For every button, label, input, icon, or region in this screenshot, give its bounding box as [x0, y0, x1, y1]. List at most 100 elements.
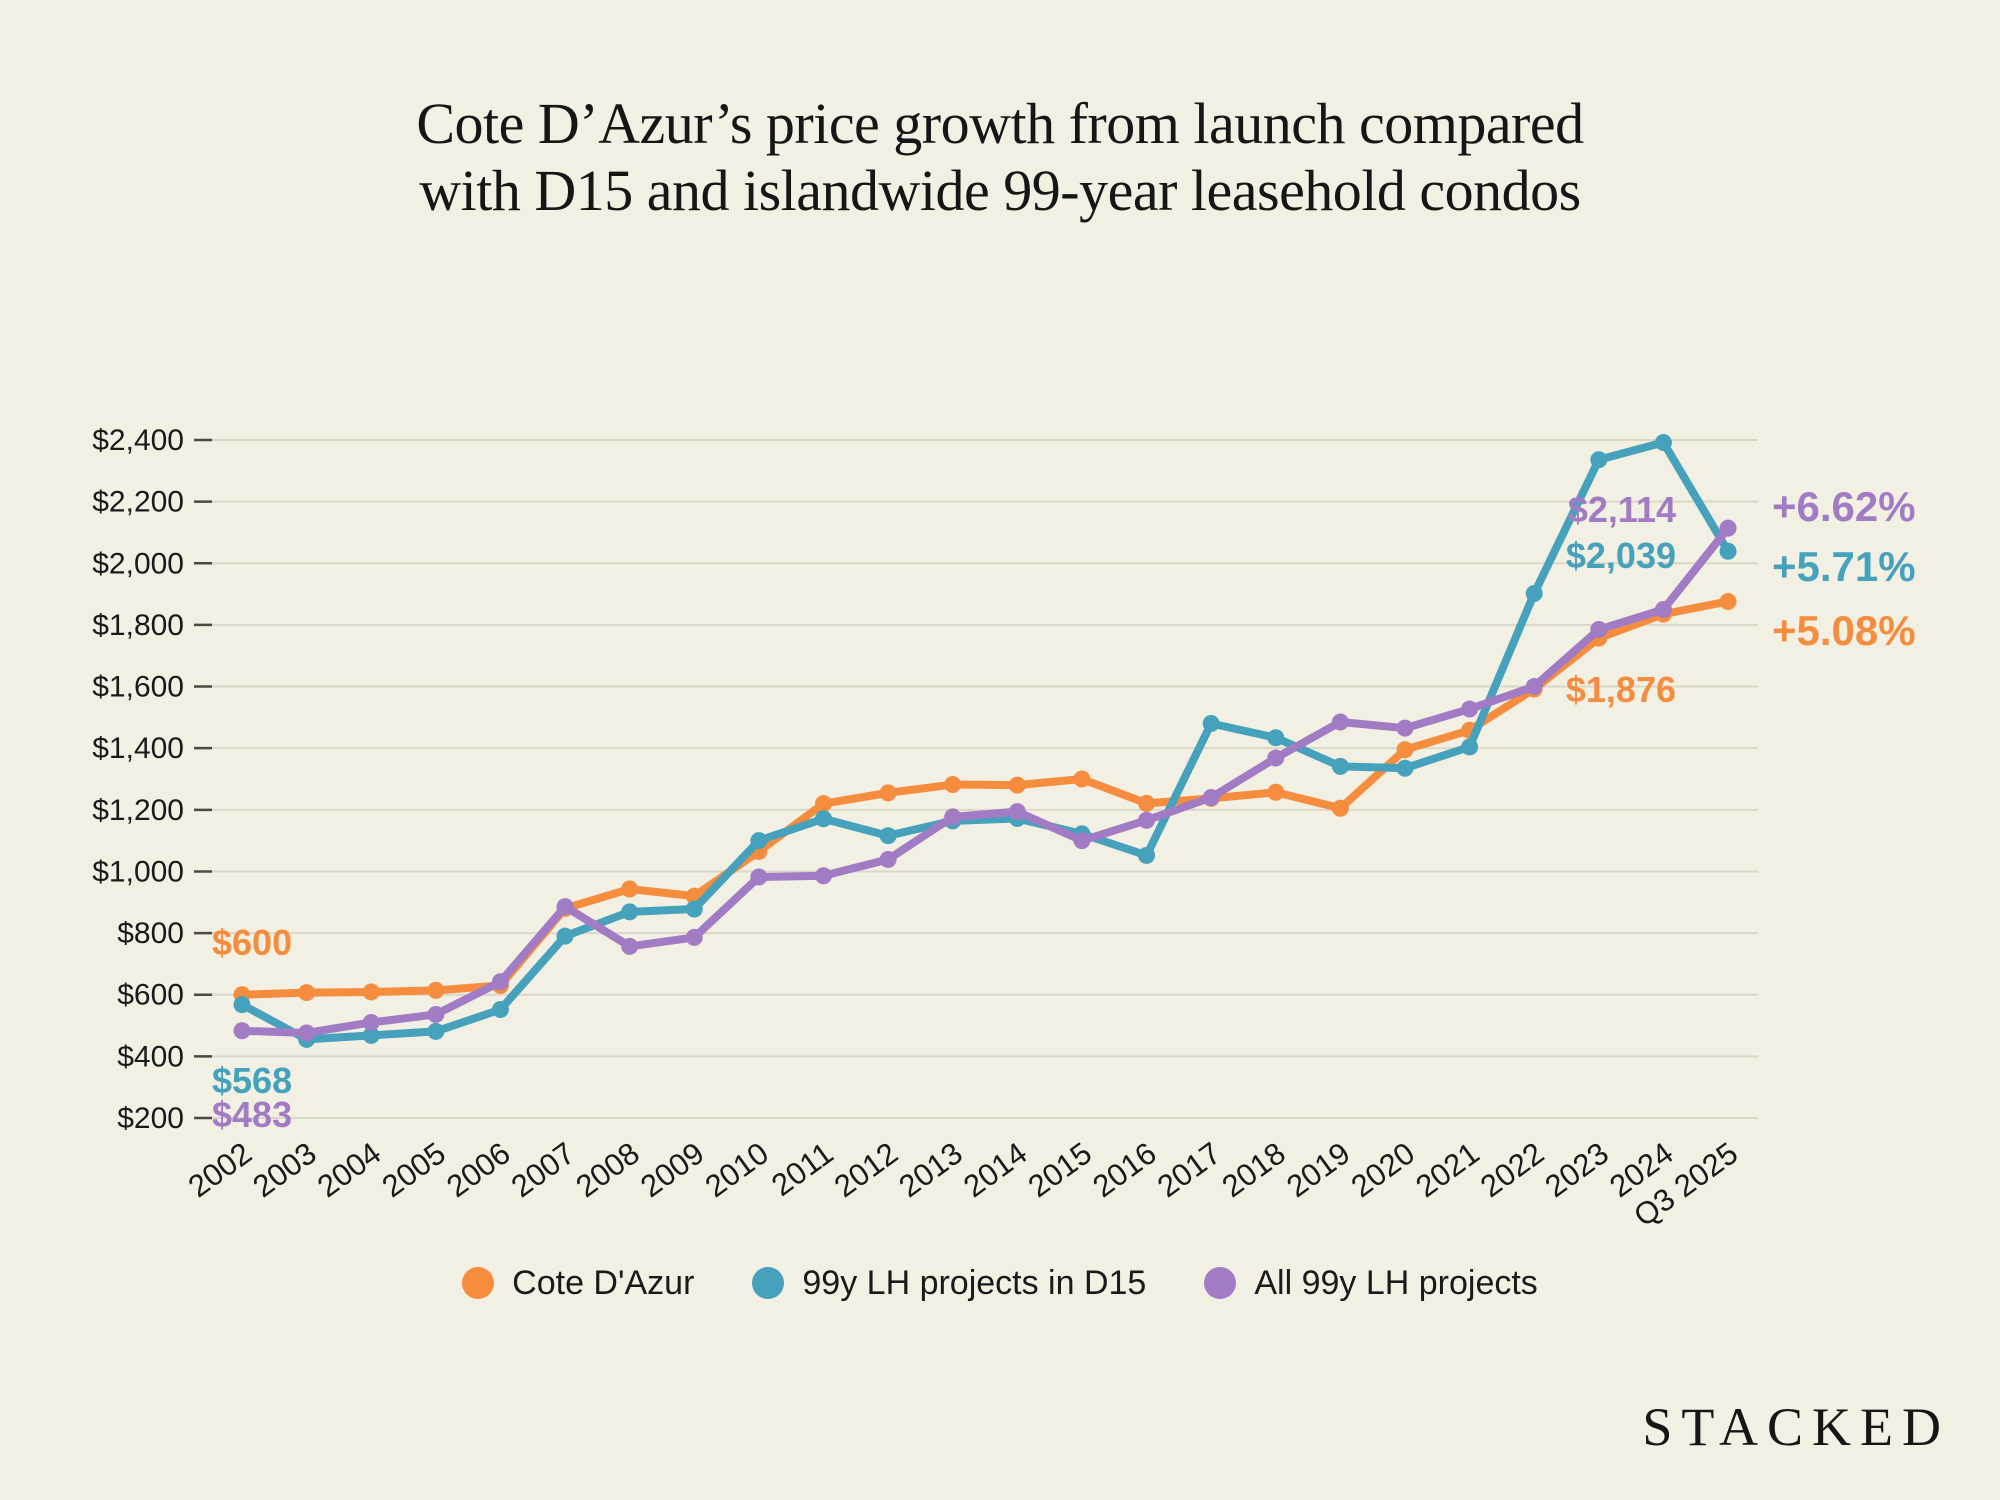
end-label-d15: $2,039	[1565, 535, 1676, 576]
data-point-purple	[491, 973, 509, 991]
x-axis-label: 2021	[1409, 1135, 1485, 1204]
data-point-teal	[1202, 715, 1220, 733]
data-point-teal	[879, 827, 897, 845]
data-point-teal	[1138, 846, 1156, 864]
y-axis-label: $1,400	[92, 732, 184, 765]
data-point-teal	[556, 927, 574, 945]
data-point-orange	[1138, 794, 1156, 812]
legend-label-cote-dazur: Cote D'Azur	[512, 1263, 695, 1302]
data-point-teal	[1590, 451, 1608, 469]
data-point-orange	[879, 784, 897, 802]
legend-item-cote-dazur: Cote D'Azur	[462, 1264, 694, 1303]
data-point-teal	[427, 1022, 445, 1040]
data-point-purple	[1138, 811, 1156, 829]
data-point-purple	[1202, 788, 1220, 806]
data-point-orange	[298, 984, 316, 1002]
data-point-purple	[298, 1024, 316, 1042]
x-axis-label: 2014	[957, 1135, 1033, 1204]
legend-dot-purple	[1204, 1267, 1237, 1299]
data-point-teal	[233, 996, 251, 1014]
y-axis-label: $600	[117, 979, 184, 1012]
y-axis-label: $200	[117, 1102, 184, 1135]
data-point-orange	[427, 981, 445, 999]
legend-item-d15: 99y LH projects in D15	[752, 1264, 1146, 1303]
data-point-purple	[1590, 621, 1608, 639]
x-axis-label: 2003	[246, 1135, 322, 1204]
x-axis-label: 2008	[569, 1135, 645, 1204]
x-axis-label: 2009	[634, 1135, 710, 1204]
legend-dot-orange	[462, 1267, 495, 1299]
data-point-purple	[1719, 519, 1737, 537]
legend-item-all-lh: All 99y LH projects	[1204, 1263, 1538, 1303]
x-axis-label: 2017	[1151, 1135, 1227, 1204]
x-axis-label: 2007	[505, 1135, 581, 1204]
data-point-teal	[814, 810, 832, 828]
x-axis-label: 2011	[765, 1135, 840, 1203]
chart-title: Cote D’Azur’s price growth from launch c…	[0, 90, 2000, 225]
data-point-purple	[1008, 803, 1026, 821]
start-label-all-lh: $483	[212, 1094, 293, 1135]
y-axis-label: $400	[117, 1040, 184, 1073]
data-point-orange	[1331, 799, 1349, 817]
data-point-purple	[879, 850, 897, 868]
x-axis-label: 2018	[1216, 1135, 1292, 1204]
y-axis-label: $1,800	[92, 609, 184, 642]
data-point-teal	[1396, 759, 1414, 777]
data-point-orange	[944, 776, 962, 794]
x-axis-label: 2020	[1345, 1135, 1421, 1204]
x-axis-label: 2012	[828, 1135, 904, 1204]
x-axis-label: 2022	[1474, 1135, 1550, 1204]
data-point-teal	[1267, 729, 1285, 747]
data-point-purple	[427, 1005, 445, 1023]
data-point-teal	[491, 1001, 509, 1019]
end-label-all-lh: $2,114	[1567, 489, 1676, 530]
series-line-purple	[238, 524, 1733, 1037]
x-axis-label: 2015	[1022, 1135, 1098, 1204]
data-point-orange	[1719, 592, 1737, 610]
data-point-teal	[1331, 757, 1349, 775]
data-point-teal	[1525, 584, 1543, 602]
data-point-orange	[1008, 776, 1026, 794]
data-point-purple	[1267, 749, 1285, 767]
x-axis-label: 2019	[1280, 1135, 1356, 1204]
data-point-teal	[1461, 738, 1479, 756]
data-point-orange	[1267, 783, 1285, 801]
data-point-teal	[621, 903, 639, 921]
data-point-teal	[362, 1026, 380, 1044]
x-axis-label: 2004	[311, 1135, 387, 1204]
x-axis-label: 2023	[1539, 1135, 1615, 1204]
data-point-purple	[362, 1013, 380, 1031]
y-axis-label: $2,200	[92, 486, 184, 519]
x-axis-label: 2006	[440, 1135, 516, 1204]
data-point-purple	[621, 937, 639, 955]
data-point-orange	[362, 983, 380, 1001]
y-axis-label: $2,400	[92, 424, 184, 457]
chart-legend: Cote D'Azur 99y LH projects in D15 All 9…	[0, 1255, 2000, 1311]
data-point-purple	[814, 867, 832, 885]
data-point-purple	[1461, 700, 1479, 718]
start-label-cote-dazur: $600	[212, 922, 293, 963]
y-axis-label: $800	[117, 917, 184, 950]
data-point-purple	[944, 808, 962, 826]
data-point-orange	[621, 880, 639, 898]
growth-label-cote-dazur: +5.08%	[1772, 607, 1916, 654]
legend-dot-teal	[752, 1267, 785, 1299]
y-axis-label: $1,600	[92, 671, 184, 704]
data-point-teal	[1654, 433, 1672, 451]
data-point-purple	[750, 868, 768, 886]
data-point-teal	[1719, 542, 1737, 560]
data-point-purple	[556, 898, 574, 916]
data-point-purple	[1654, 600, 1672, 618]
start-label-d15: $568	[212, 1060, 293, 1101]
growth-label-d15: +5.71%	[1772, 543, 1916, 590]
x-axis-label: 2010	[699, 1135, 775, 1204]
x-axis-label: 2013	[892, 1135, 968, 1204]
data-point-purple	[1073, 832, 1091, 850]
x-axis-label: 2002	[182, 1135, 258, 1204]
legend-label-all-lh: All 99y LH projects	[1254, 1263, 1538, 1302]
chart-title-line1: Cote D’Azur’s price growth from launch c…	[416, 91, 1584, 156]
data-point-orange	[1073, 770, 1091, 788]
chart-title-line2: with D15 and islandwide 99-year leasehol…	[419, 158, 1581, 224]
